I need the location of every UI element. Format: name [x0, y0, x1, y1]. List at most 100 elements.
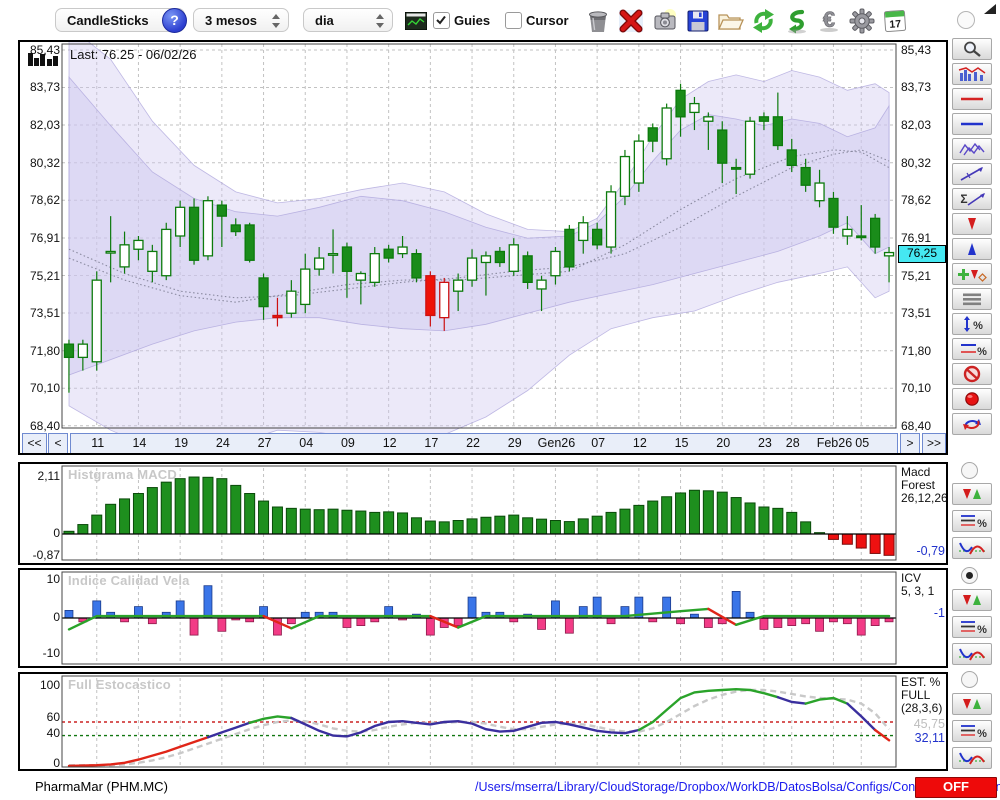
macd-curves-button[interactable] — [952, 537, 992, 559]
macd-panel: Histgrama MACD 2,11 0 -0,87 Macd Forest … — [18, 462, 948, 565]
sync-button[interactable] — [783, 7, 810, 34]
list-lines-button[interactable] — [952, 288, 992, 310]
zigzag-button[interactable] — [952, 138, 992, 160]
svg-text:17: 17 — [888, 18, 901, 31]
icv-chart[interactable] — [20, 570, 946, 666]
percent-lines-icon: % — [961, 621, 987, 636]
macd-bar — [605, 511, 617, 535]
euro-button[interactable]: € — [815, 7, 842, 34]
macd-signal-arrows-button[interactable] — [952, 483, 992, 505]
refresh-button[interactable] — [750, 7, 777, 34]
stochastic-chart[interactable] — [20, 674, 946, 769]
stoch-k-line — [290, 716, 641, 738]
candle — [300, 268, 311, 306]
settings-button[interactable] — [848, 7, 875, 34]
blue-line-button[interactable] — [952, 113, 992, 135]
measure-percent-button[interactable]: % — [952, 313, 992, 335]
cursor-checkbox[interactable] — [505, 12, 522, 29]
stoch-k-value: 32,11 — [914, 731, 945, 745]
icv-line — [290, 614, 432, 630]
candle — [369, 253, 380, 283]
price-tick-label: 76,91 — [29, 230, 60, 245]
percent-lines-icon: % — [961, 725, 987, 740]
macd-bar — [466, 518, 478, 535]
add-signal-button[interactable] — [952, 263, 992, 285]
nav-fast-fwd-button[interactable]: >> — [922, 433, 946, 453]
macd-bar — [424, 520, 436, 535]
mini-chart-button[interactable] — [402, 7, 429, 34]
save-button[interactable] — [684, 7, 711, 34]
percent-lines-icon: % — [961, 515, 987, 530]
icv-group-radio[interactable] — [961, 567, 978, 584]
price-chart[interactable] — [20, 42, 946, 453]
nav-fwd-button[interactable]: > — [900, 433, 920, 453]
date-tick-label: Feb26 — [816, 436, 853, 450]
nav-fast-back-button[interactable]: << — [22, 433, 47, 453]
icv-curves-button[interactable] — [952, 643, 992, 665]
macd-bar — [536, 518, 548, 535]
stochastic-percent-lines-button[interactable]: % — [952, 720, 992, 742]
macd-bar — [800, 521, 812, 535]
toolbar-radio[interactable] — [957, 11, 975, 29]
off-button[interactable]: OFF — [915, 777, 997, 798]
macd-bar — [258, 500, 270, 535]
record-button[interactable] — [952, 388, 992, 410]
macd-bar — [216, 478, 228, 535]
macd-chart[interactable] — [20, 464, 946, 563]
red-line-button[interactable] — [952, 88, 992, 110]
arrow-up-blue-button[interactable] — [952, 238, 992, 260]
icv-percent-lines-button[interactable]: % — [952, 616, 992, 638]
snapshot-button[interactable] — [651, 7, 678, 34]
help-button[interactable]: ? — [162, 8, 187, 33]
calendar-button[interactable]: 17 — [881, 7, 908, 34]
delete-button[interactable] — [617, 7, 644, 34]
indicator-chart-button[interactable] — [952, 63, 992, 85]
icv-tick-top: 10 — [46, 572, 60, 586]
macd-percent-lines-button[interactable]: % — [952, 510, 992, 532]
price-tick-label: 73,51 — [901, 306, 932, 321]
stochastic-curves-button[interactable] — [952, 747, 992, 769]
icv-bar — [453, 617, 463, 626]
icv-bar — [815, 617, 824, 632]
guies-checkbox[interactable] — [433, 12, 450, 29]
open-button[interactable] — [717, 7, 744, 34]
macd-bar — [132, 493, 144, 535]
icv-line — [707, 607, 738, 626]
macd-tick-bottom: -0,87 — [32, 548, 60, 562]
trendline-icon — [960, 167, 983, 181]
stochastic-group-radio[interactable] — [961, 671, 978, 688]
candle — [675, 89, 686, 118]
lines-percent-icon: % — [961, 344, 987, 358]
macd-bar — [202, 476, 214, 535]
lines-percent-button[interactable]: % — [952, 338, 992, 360]
zoom-button[interactable] — [952, 38, 992, 60]
macd-bar — [160, 481, 172, 535]
candle — [161, 228, 172, 277]
stochastic-signal-arrows-button[interactable] — [952, 693, 992, 715]
arrow-down-red-button[interactable] — [952, 213, 992, 235]
trendline-button[interactable] — [952, 163, 992, 185]
candle — [480, 255, 492, 264]
price-tick-label: 80,32 — [29, 155, 60, 170]
swap-button[interactable] — [952, 413, 992, 435]
macd-bar — [369, 511, 381, 535]
macd-group-radio[interactable] — [961, 462, 978, 479]
macd-bar — [188, 476, 200, 535]
range-select[interactable]: 3 mesos — [193, 8, 289, 32]
candle — [522, 255, 533, 283]
date-axis-strip[interactable]: 11 14 19 24 27 04 09 12 17 22 29 Gen26 07 12 15 20 23 28 F… — [70, 433, 898, 453]
sigma-trendline-button[interactable]: Σ — [952, 188, 992, 210]
nav-back-button[interactable]: < — [48, 433, 68, 453]
trash-button[interactable] — [584, 7, 611, 34]
macd-bar — [397, 512, 409, 535]
candle — [258, 277, 269, 308]
macd-bar — [313, 509, 325, 535]
icv-signal-arrows-button[interactable] — [952, 589, 992, 611]
stoch-k-line — [804, 696, 849, 705]
icv-bar — [147, 617, 157, 625]
signal-arrows-icon — [963, 489, 981, 499]
date-tick-label: 22 — [466, 436, 480, 450]
period-select[interactable]: dia — [303, 8, 393, 32]
forbidden-button[interactable] — [952, 363, 992, 385]
price-tick-label: 75,21 — [29, 268, 60, 283]
